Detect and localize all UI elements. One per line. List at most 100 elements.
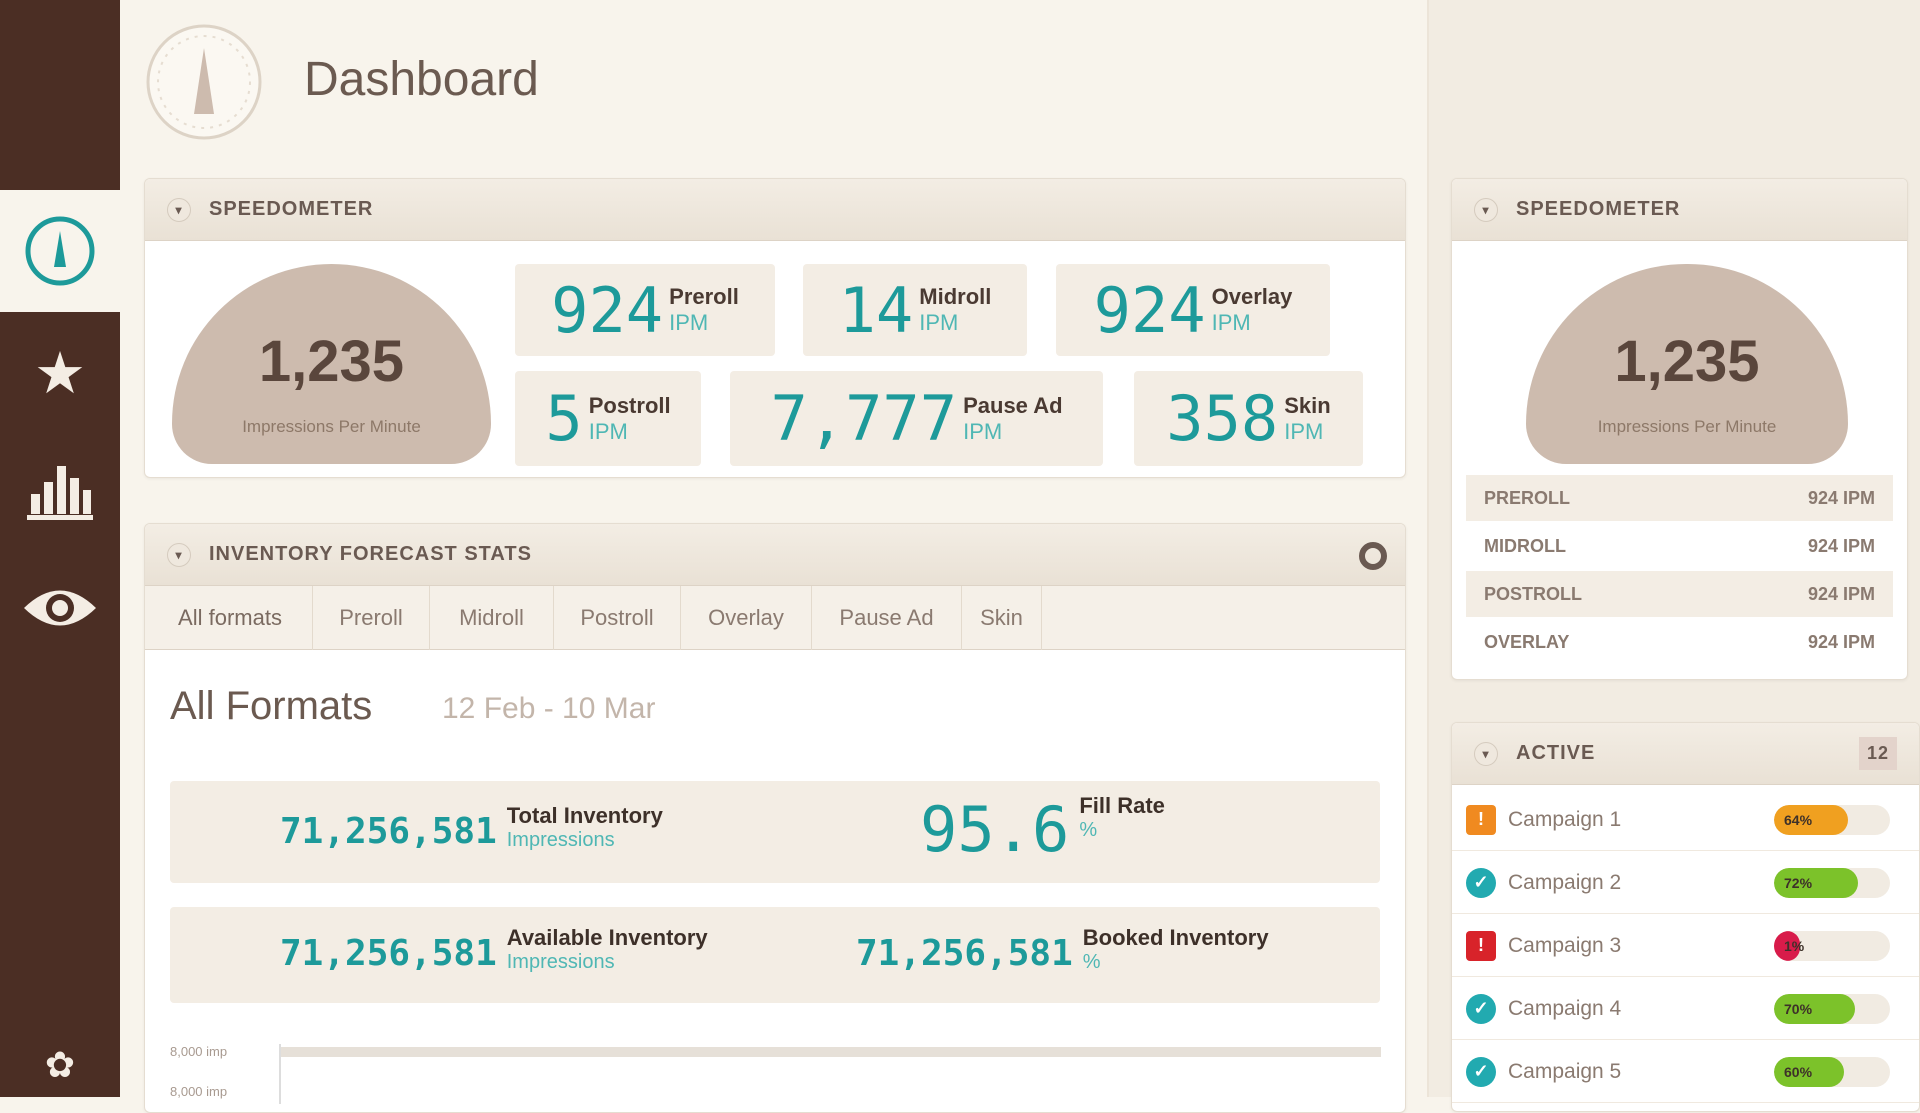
row-name: PREROLL xyxy=(1484,487,1571,508)
stat-value: 71,256,581 xyxy=(856,933,1073,974)
stat-name: Booked Inventory xyxy=(1082,925,1269,950)
campaign-row[interactable]: ✓ Campaign 5 60% xyxy=(1452,1041,1919,1103)
eye-icon xyxy=(24,590,96,626)
campaign-name: Campaign 2 xyxy=(1508,870,1622,894)
stat-unit: Impressions xyxy=(506,951,615,973)
list-item: POSTROLL 924 IPM xyxy=(1466,571,1893,617)
inventory-stats-row-2: 71,256,581 Available Inventory Impressions… xyxy=(170,907,1380,1003)
right-speedometer-panel: ▾ SPEEDOMETER 1,235 Impressions Per Minut… xyxy=(1451,178,1908,680)
sidebar-item-favorites[interactable]: ★ xyxy=(0,323,120,423)
stat-name: Preroll xyxy=(669,284,739,309)
row-value: 924 IPM xyxy=(1807,535,1875,556)
check-circle-icon: ✓ xyxy=(1466,1056,1496,1087)
campaign-progress: 72% xyxy=(1774,867,1890,898)
tab-skin[interactable]: Skin xyxy=(962,586,1042,650)
campaign-name: Campaign 1 xyxy=(1508,807,1622,831)
total-value: 1,235 xyxy=(258,329,405,394)
stat-name: Available Inventory xyxy=(506,925,708,950)
warning-icon: ! xyxy=(1466,804,1496,835)
campaign-progress: 64% xyxy=(1774,804,1890,835)
inventory-stats-row-1: 71,256,581 Total Inventory Impressions 95.… xyxy=(170,781,1380,883)
row-name: OVERLAY xyxy=(1484,631,1570,652)
stat-unit: IPM xyxy=(1211,310,1251,335)
progress-fill: 70% xyxy=(1774,993,1856,1024)
collapse-button[interactable]: ▾ xyxy=(167,542,191,567)
stat-midroll: 14 Midroll IPM xyxy=(803,264,1027,356)
campaign-row[interactable]: ✓ Campaign 4 70% xyxy=(1452,978,1919,1040)
tab-all-formats[interactable]: All formats xyxy=(148,586,313,650)
sidebar-item-settings[interactable]: ✿ xyxy=(0,1030,120,1100)
settings-icon[interactable] xyxy=(1359,542,1387,570)
format-tabs: All formats Preroll Midroll Postroll Ove… xyxy=(145,586,1405,650)
progress-fill: 1% xyxy=(1774,930,1804,961)
panel-title: ACTIVE xyxy=(1516,742,1596,764)
stat-value: 7,777 xyxy=(770,382,958,455)
stat-unit: IPM xyxy=(919,310,959,335)
panel-title: SPEEDOMETER xyxy=(209,198,374,220)
campaign-row[interactable]: ✓ Campaign 2 72% xyxy=(1452,852,1919,914)
date-range: 12 Feb - 10 Mar xyxy=(442,692,656,725)
stat-name: Fill Rate xyxy=(1079,793,1165,818)
speedometer-icon xyxy=(25,216,95,286)
stat-name: Pause Ad xyxy=(963,392,1063,418)
stat-unit: % xyxy=(1082,951,1101,973)
active-campaigns-panel: ▾ ACTIVE 12 ! Campaign 1 64% ✓ Campaign 2 … xyxy=(1451,722,1920,1112)
check-circle-icon: ✓ xyxy=(1466,867,1496,898)
row-value: 924 IPM xyxy=(1807,631,1875,652)
list-item: PREROLL 924 IPM xyxy=(1466,475,1893,521)
stat-unit: IPM xyxy=(588,418,628,444)
stat-value: 14 xyxy=(838,273,914,347)
campaign-progress: 70% xyxy=(1774,993,1890,1024)
sidebar-item-reports[interactable] xyxy=(0,440,120,540)
inventory-panel: ▾ INVENTORY FORECAST STATS All formats Pr… xyxy=(144,523,1406,1113)
sidebar-item-monitor[interactable] xyxy=(0,558,120,658)
stat-value: 924 xyxy=(551,273,664,347)
stat-name: Midroll xyxy=(919,284,992,309)
stat-value: 95.6 xyxy=(920,793,1070,866)
error-icon: ! xyxy=(1466,930,1496,961)
total-label: Impressions Per Minute xyxy=(1597,417,1777,436)
speedometer-panel: ▾ SPEEDOMETER 1,235 Impressions Per Minut… xyxy=(144,178,1406,478)
stat-value: 71,256,581 xyxy=(280,933,497,974)
chart-gridline xyxy=(281,1047,1381,1057)
settings-icon: ✿ xyxy=(44,1044,76,1085)
campaign-row[interactable]: ! Campaign 3 1% xyxy=(1452,915,1919,977)
chart-tick: 8,000 imp xyxy=(170,1084,228,1099)
tab-overlay[interactable]: Overlay xyxy=(681,586,812,650)
stat-unit: IPM xyxy=(669,310,709,335)
stat-value: 5 xyxy=(545,382,583,455)
row-value: 924 IPM xyxy=(1807,583,1875,604)
campaign-name: Campaign 5 xyxy=(1508,1059,1622,1083)
stat-preroll: 924 Preroll IPM xyxy=(515,264,775,356)
collapse-button[interactable]: ▾ xyxy=(167,197,191,222)
total-gauge: 1,235 Impressions Per Minute xyxy=(172,264,491,464)
campaign-name: Campaign 3 xyxy=(1508,933,1622,957)
stat-value: 71,256,581 xyxy=(280,811,497,852)
collapse-button[interactable]: ▾ xyxy=(1474,741,1498,766)
row-value: 924 IPM xyxy=(1807,487,1875,508)
stat-booked-inventory: 71,256,581 Booked Inventory% xyxy=(856,925,1269,974)
tab-preroll[interactable]: Preroll xyxy=(313,586,430,650)
check-circle-icon: ✓ xyxy=(1466,993,1496,1024)
stat-name: Total Inventory xyxy=(506,803,663,828)
collapse-button[interactable]: ▾ xyxy=(1474,197,1498,222)
campaign-name: Campaign 4 xyxy=(1508,996,1622,1020)
list-item: OVERLAY 924 IPM xyxy=(1466,619,1893,665)
total-label: Impressions Per Minute xyxy=(242,417,421,436)
page-title: Dashboard xyxy=(304,53,539,106)
stat-postroll: 5 Postroll IPM xyxy=(515,371,701,466)
stat-pause-ad: 7,777 Pause Ad IPM xyxy=(730,371,1103,466)
bar-chart-icon xyxy=(27,466,93,520)
sidebar: ★ ✿ xyxy=(0,0,120,1097)
stat-unit: IPM xyxy=(963,418,1003,444)
dashboard-logo-icon xyxy=(146,24,262,140)
tab-postroll[interactable]: Postroll xyxy=(554,586,681,650)
sidebar-item-dashboard[interactable] xyxy=(0,190,120,312)
stat-value: 358 xyxy=(1166,382,1279,455)
stat-overlay: 924 Overlay IPM xyxy=(1056,264,1330,356)
campaign-row[interactable]: ! Campaign 1 64% xyxy=(1452,789,1919,851)
tab-pause-ad[interactable]: Pause Ad xyxy=(812,586,962,650)
tab-midroll[interactable]: Midroll xyxy=(430,586,554,650)
chart-tick: 8,000 imp xyxy=(170,1044,228,1059)
stat-name: Skin xyxy=(1284,392,1331,418)
